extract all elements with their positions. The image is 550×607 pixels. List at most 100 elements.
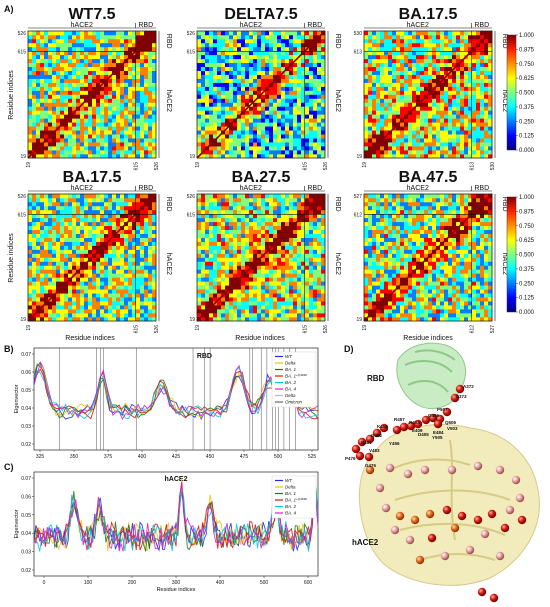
matrix-cell: [76, 253, 81, 258]
matrix-cell: [321, 261, 326, 266]
matrix-cell: [52, 78, 57, 83]
matrix-cell: [249, 261, 254, 266]
matrix-cell: [209, 42, 214, 48]
matrix-cell: [52, 74, 57, 79]
matrix-cell: [245, 305, 250, 310]
matrix-cell: [233, 309, 238, 314]
matrix-cell: [301, 221, 306, 227]
matrix-cell: [88, 205, 93, 211]
matrix-cell: [132, 269, 137, 274]
matrix-cell: [392, 154, 397, 159]
matrix-cell: [281, 253, 286, 258]
matrix-cell: [197, 261, 202, 266]
matrix-cell: [205, 86, 210, 91]
matrix-cell: [277, 281, 282, 286]
matrix-cell: [76, 70, 81, 75]
matrix-cell: [104, 70, 109, 75]
matrix-cell: [60, 305, 65, 310]
matrix-cell: [205, 225, 210, 231]
matrix-cell: [309, 86, 314, 91]
matrix-cell: [444, 66, 449, 71]
matrix-cell: [116, 94, 121, 99]
matrix-cell: [233, 58, 238, 64]
matrix-cell: [144, 285, 149, 290]
matrix-cell: [420, 66, 425, 71]
matrix-cell: [225, 46, 230, 52]
matrix-cell: [144, 31, 149, 36]
matrix-cell: [277, 58, 282, 64]
matrix-cell: [253, 297, 258, 302]
matrix-cell: [108, 118, 113, 123]
matrix-cell: [100, 70, 105, 75]
matrix-cell: [468, 74, 473, 79]
matrix-cell: [392, 130, 397, 135]
matrix-cell: [293, 142, 298, 147]
matrix-cell: [281, 241, 286, 246]
matrix-cell: [209, 122, 214, 127]
matrix-cell: [440, 130, 445, 135]
matrix-cell: [28, 82, 33, 87]
matrix-cell: [364, 78, 369, 83]
matrix-cell: [297, 237, 302, 242]
matrix-cell: [416, 42, 421, 48]
matrix-cell: [305, 241, 310, 246]
matrix-cell: [64, 297, 69, 302]
matrix-cell: [436, 146, 441, 151]
matrix-cell: [92, 74, 97, 79]
matrix-cell: [237, 50, 242, 56]
matrix-cell: [48, 265, 53, 270]
matrix-cell: [124, 54, 129, 60]
matrix-cell: [68, 134, 73, 139]
matrix-cell: [297, 273, 302, 278]
matrix-cell: [84, 197, 89, 203]
matrix-cell: [124, 309, 129, 314]
matrix-cell: [313, 253, 318, 258]
matrix-cell: [201, 265, 206, 270]
matrix-cell: [412, 54, 417, 60]
matrix-cell: [233, 142, 238, 147]
matrix-cell: [249, 257, 254, 262]
matrix-cell: [301, 265, 306, 270]
matrix-cell: [404, 146, 409, 151]
matrix-cell: [104, 249, 109, 254]
matrix-cell: [241, 317, 246, 322]
matrix-cell: [28, 261, 33, 266]
matrix-cell: [237, 138, 242, 143]
matrix-cell: [140, 309, 145, 314]
matrix-cell: [32, 142, 37, 147]
matrix-cell: [476, 122, 481, 127]
matrix-cell: [368, 94, 373, 99]
matrix-cell: [40, 297, 45, 302]
matrix-cell: [460, 90, 465, 95]
matrix-cell: [140, 138, 145, 143]
matrix-cell: [148, 134, 153, 139]
matrix-cell: [28, 277, 33, 282]
matrix-cell: [116, 201, 121, 207]
matrix-cell: [249, 98, 254, 103]
matrix-cell: [368, 154, 373, 159]
matrix-cell: [92, 309, 97, 314]
matrix-cell: [148, 54, 153, 60]
matrix-cell: [72, 122, 77, 127]
matrix-cell: [317, 74, 322, 79]
matrix-cell: [368, 146, 373, 151]
matrix-cell: [428, 34, 433, 40]
matrix-cell: [237, 38, 242, 44]
matrix-cell: [317, 305, 322, 310]
matrix-cell: [96, 205, 101, 211]
matrix-cell: [209, 66, 214, 71]
matrix-cell: [305, 90, 310, 95]
matrix-cell: [140, 38, 145, 44]
matrix-cell: [152, 285, 157, 290]
matrix-cell: [205, 130, 210, 135]
matrix-cell: [484, 106, 489, 111]
matrix-cell: [92, 217, 97, 223]
matrix-cell: [289, 237, 294, 242]
matrix-cell: [132, 46, 137, 52]
matrix-cell: [456, 122, 461, 127]
matrix-cell: [452, 82, 457, 87]
matrix-cell: [380, 82, 385, 87]
matrix-cell: [112, 253, 117, 258]
matrix-cell: [261, 257, 266, 262]
